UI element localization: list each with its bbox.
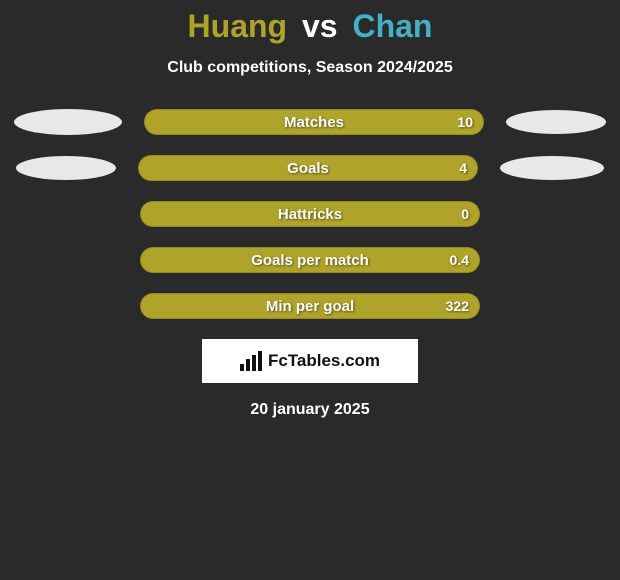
stat-row: Goals per match 0.4 xyxy=(0,247,620,273)
stat-value-right: 10 xyxy=(457,114,473,130)
subtitle: Club competitions, Season 2024/2025 xyxy=(0,59,620,77)
stat-bar: Goals per match 0.4 xyxy=(140,247,480,273)
date-label: 20 january 2025 xyxy=(0,401,620,419)
player2-name: Chan xyxy=(352,8,432,44)
stat-label: Goals xyxy=(287,160,329,177)
stat-label: Goals per match xyxy=(251,252,369,269)
stat-value-right: 4 xyxy=(459,160,467,176)
player1-name: Huang xyxy=(188,8,288,44)
stat-bar: Hattricks 0 xyxy=(140,201,480,227)
stat-bar: Goals 4 xyxy=(138,155,478,181)
right-ellipse xyxy=(506,110,606,134)
branding-text: FcTables.com xyxy=(268,351,380,371)
left-ellipse xyxy=(14,109,122,135)
stat-row: Min per goal 322 xyxy=(0,293,620,319)
stat-row: Matches 10 xyxy=(0,109,620,135)
stat-value-right: 0.4 xyxy=(450,252,469,268)
stat-value-right: 322 xyxy=(446,298,469,314)
stat-bar: Min per goal 322 xyxy=(140,293,480,319)
stat-label: Matches xyxy=(284,114,344,131)
stat-row: Goals 4 xyxy=(0,155,620,181)
comparison-infographic: Huang vs Chan Club competitions, Season … xyxy=(0,0,620,419)
stat-row: Hattricks 0 xyxy=(0,201,620,227)
stat-label: Min per goal xyxy=(266,298,354,315)
branding-badge: FcTables.com xyxy=(202,339,418,383)
bars-icon xyxy=(240,351,262,371)
page-title: Huang vs Chan xyxy=(0,8,620,45)
stats-list: Matches 10 Goals 4 Hattricks 0 Goals per match… xyxy=(0,109,620,319)
stat-bar: Matches 10 xyxy=(144,109,484,135)
vs-separator: vs xyxy=(302,8,338,44)
stat-label: Hattricks xyxy=(278,206,342,223)
left-ellipse xyxy=(16,156,116,180)
right-ellipse xyxy=(500,156,604,180)
stat-value-right: 0 xyxy=(461,206,469,222)
